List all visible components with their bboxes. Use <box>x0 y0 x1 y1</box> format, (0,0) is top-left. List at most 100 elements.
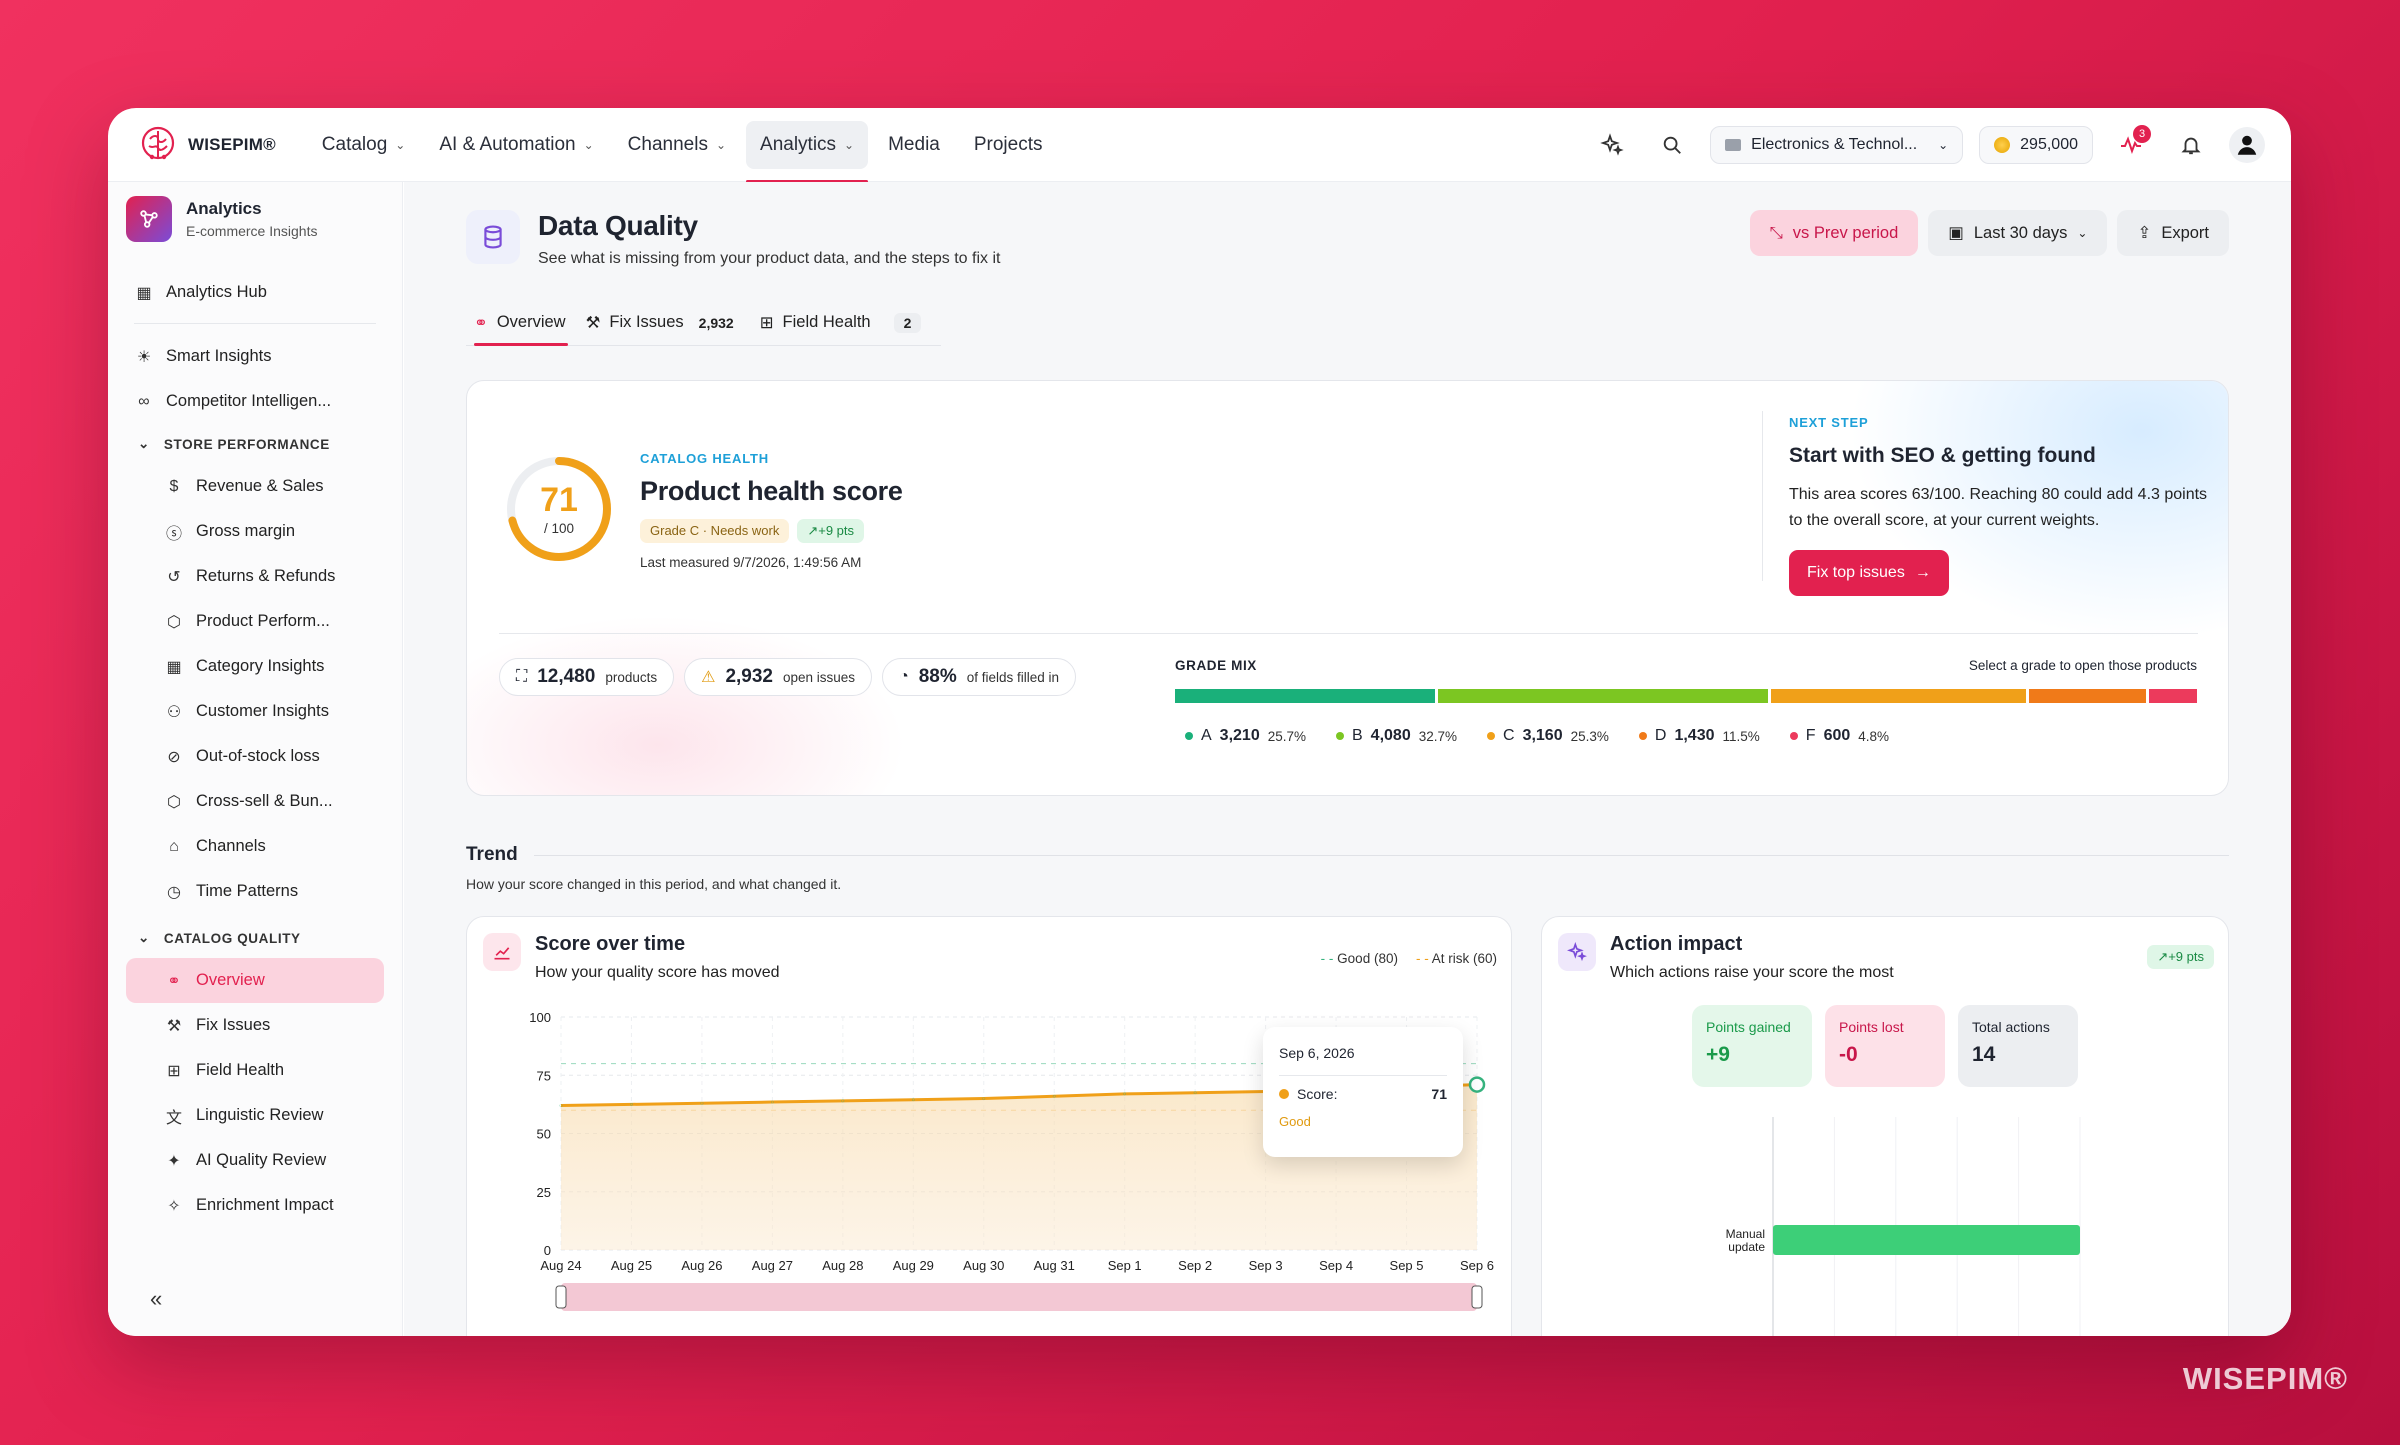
sidebar-item-cross-sell[interactable]: ⬡ Cross-sell & Bun... <box>126 779 384 824</box>
sidebar-item-smart-insights[interactable]: ☀ Smart Insights <box>126 334 384 379</box>
page-subtitle: See what is missing from your product da… <box>538 250 1001 267</box>
nav-projects[interactable]: Projects <box>960 121 1057 169</box>
collapse-sidebar-button[interactable]: « <box>150 1286 163 1311</box>
grade-segment-a[interactable] <box>1175 689 1435 703</box>
database-icon <box>466 210 520 264</box>
sidebar-item-revenue-sales[interactable]: $ Revenue & Sales <box>126 464 384 509</box>
fix-top-issues-button[interactable]: Fix top issues → <box>1789 550 1949 596</box>
grade-count: 3,210 <box>1219 727 1260 744</box>
store-select-value: Electronics & Technol... <box>1751 135 1918 153</box>
stat-open-issues[interactable]: ⚠ 2,932 open issues <box>684 658 873 696</box>
sidebar-item-enrichment-impact[interactable]: ✧ Enrichment Impact <box>126 1183 384 1228</box>
range-handle-end[interactable] <box>1471 1285 1483 1309</box>
grade-mix: GRADE MIX Select a grade to open those p… <box>1175 658 2197 745</box>
nav-ai-automation[interactable]: AI & Automation ⌄ <box>425 121 607 169</box>
main-content: Data Quality See what is missing from yo… <box>404 182 2291 1336</box>
tooltip-dot <box>1279 1089 1289 1099</box>
impact-bar[interactable] <box>1773 1225 2080 1255</box>
sidebar-section-catalog-quality[interactable]: ⌄ CATALOG QUALITY <box>126 918 384 958</box>
package-off-icon: ⊘ <box>167 748 181 766</box>
grade-legend-b[interactable]: B 4,080 32.7% <box>1336 727 1457 745</box>
sidebar-item-returns-refunds[interactable]: ↺ Returns & Refunds <box>126 554 384 599</box>
y-tick-label: 0 <box>544 1243 551 1258</box>
sidebar-subtitle: E-commerce Insights <box>186 223 318 239</box>
grade-segment-c[interactable] <box>1770 689 2027 703</box>
score-chart-header: Score over time How your quality score h… <box>483 933 780 982</box>
sidebar-section-store-performance[interactable]: ⌄ STORE PERFORMANCE <box>126 424 384 464</box>
activity-button[interactable]: 3 <box>2109 123 2153 167</box>
sidebar-item-overview[interactable]: ⚭ Overview <box>126 958 384 1003</box>
grade-legend-c[interactable]: C 3,160 25.3% <box>1487 727 1609 745</box>
horizontal-divider <box>499 633 2198 634</box>
clock-icon: ◷ <box>167 883 181 901</box>
tab-overview[interactable]: ⚭ Overview <box>466 300 578 346</box>
sidebar-item-field-health[interactable]: ⊞ Field Health <box>126 1048 384 1093</box>
nav-analytics[interactable]: Analytics ⌄ <box>746 120 869 183</box>
x-tick-label: Aug 26 <box>681 1258 722 1273</box>
stat-fields-filled[interactable]: ◔ 88% of fields filled in <box>882 658 1077 696</box>
stat-products[interactable]: ⛶ 12,480 products <box>499 658 675 696</box>
tab-field-health[interactable]: ⊞ Field Health 2 <box>752 300 934 345</box>
legend-good: - - Good (80) <box>1320 951 1398 966</box>
export-button[interactable]: ⇪ Export <box>2117 210 2229 256</box>
sidebar-item-out-of-stock-loss[interactable]: ⊘ Out-of-stock loss <box>126 734 384 779</box>
line-chart-icon <box>483 933 521 971</box>
sidebar-item-product-performance[interactable]: ⬡ Product Perform... <box>126 599 384 644</box>
score-point[interactable] <box>1468 1076 1486 1093</box>
store-select[interactable]: Electronics & Technol... ⌄ <box>1710 125 1964 164</box>
x-tick-label: Aug 27 <box>752 1258 793 1273</box>
tab-fix-issues[interactable]: ⚒ Fix Issues 2,932 <box>578 300 752 345</box>
grade-segment-d[interactable] <box>2029 689 2146 703</box>
grade-legend-d[interactable]: D 1,430 11.5% <box>1638 727 1760 745</box>
user-avatar[interactable] <box>2229 126 2265 163</box>
sidebar-item-category-insights[interactable]: ▦ Category Insights <box>126 644 384 689</box>
tab-count: 2 <box>893 312 922 333</box>
grade-pct: 11.5% <box>1722 728 1760 744</box>
ai-sparkles-button[interactable] <box>1590 123 1634 167</box>
range-slider-track[interactable] <box>561 1283 1477 1311</box>
sidebar-item-fix-issues[interactable]: ⚒ Fix Issues <box>126 1003 384 1048</box>
sidebar: Analytics E-commerce Insights ▦ Analytics… <box>108 182 403 1336</box>
stat-value: 2,932 <box>725 666 773 687</box>
sidebar-item-ai-quality-review[interactable]: ✦ AI Quality Review <box>126 1138 384 1183</box>
sidebar-item-gross-margin[interactable]: ⓢ Gross margin <box>126 509 384 554</box>
sidebar-item-linguistic-review[interactable]: 文 Linguistic Review <box>126 1093 384 1138</box>
notifications-button[interactable] <box>2169 123 2213 167</box>
sidebar-item-channels[interactable]: ⌂ Channels <box>126 824 384 869</box>
table-icon: ⊞ <box>759 313 774 332</box>
kpi-label: Total actions <box>1972 1019 2050 1035</box>
compare-prev-period-button[interactable]: ⤡ vs Prev period <box>1749 210 1919 256</box>
brain-logo-icon <box>141 126 175 159</box>
sidebar-item-time-patterns[interactable]: ◷ Time Patterns <box>126 869 384 914</box>
trend-section: Trend How your score changed in this per… <box>466 844 2229 892</box>
sidebar-item-competitor-intelligence[interactable]: ∞ Competitor Intelligen... <box>126 379 384 424</box>
grade-letter: F <box>1805 727 1816 744</box>
sidebar-item-label: Returns & Refunds <box>196 567 336 585</box>
brand-logo[interactable]: WISEPIM® <box>138 125 276 165</box>
sidebar-item-customer-insights[interactable]: ⚇ Customer Insights <box>126 689 384 734</box>
search-button[interactable] <box>1650 123 1694 167</box>
nav-media[interactable]: Media <box>874 121 954 169</box>
nav-channels[interactable]: Channels ⌄ <box>614 121 740 169</box>
range-handle-start[interactable] <box>555 1285 567 1309</box>
tooltip-grade: Good <box>1279 1114 1311 1129</box>
section-label: STORE PERFORMANCE <box>163 436 330 452</box>
nav-catalog[interactable]: Catalog ⌄ <box>308 121 420 169</box>
y-tick-label: 100 <box>529 1010 551 1025</box>
tab-count: 2,932 <box>698 314 734 331</box>
grade-segment-b[interactable] <box>1437 689 1768 703</box>
kpi-value: -0 <box>1839 1043 1858 1066</box>
compare-icon: ⤡ <box>1769 223 1783 242</box>
kpi-value: +9 <box>1706 1043 1730 1066</box>
grade-segment-f[interactable] <box>2148 689 2197 703</box>
grade-legend-a[interactable]: A 3,210 25.7% <box>1185 727 1306 745</box>
translate-icon: 文 <box>165 1109 182 1127</box>
sidebar-item-analytics-hub[interactable]: ▦ Analytics Hub <box>126 270 384 315</box>
sidebar-item-label: Out-of-stock loss <box>196 747 320 765</box>
credits-badge[interactable]: 295,000 <box>1979 125 2093 164</box>
pie-chart-icon: ◔ <box>899 668 909 685</box>
trend-divider <box>533 854 2229 856</box>
date-range-button[interactable]: ▣ Last 30 days ⌄ <box>1928 210 2108 256</box>
grade-legend-f[interactable]: F 600 4.8% <box>1789 727 1889 745</box>
